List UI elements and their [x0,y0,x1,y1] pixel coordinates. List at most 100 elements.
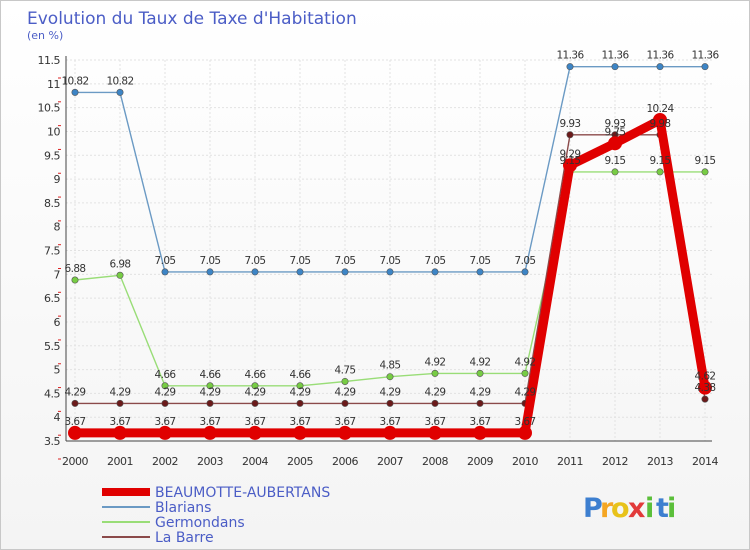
data-point [563,158,577,173]
data-label: 4.75 [335,364,356,376]
data-label: 11.36 [556,50,584,62]
y-tick-label: 8.5 [44,197,60,210]
x-tick-label: 2000 [62,455,88,468]
data-label: 4.29 [290,386,311,398]
data-label: 3.67 [425,416,446,428]
data-label: 9.15 [560,155,581,167]
legend-label: La Barre [155,530,214,546]
data-point [206,399,214,407]
y-tick-label: 9.5 [44,149,60,162]
x-tick-label: 2009 [467,455,493,468]
data-label: 7.05 [470,255,491,267]
data-point [68,425,82,440]
data-label: 3.67 [470,416,491,428]
data-point [386,399,394,407]
y-tick-label: 8 [54,221,61,234]
x-tick-label: 2007 [377,455,403,468]
data-label: 4.85 [380,360,401,372]
data-label: 7.05 [515,255,536,267]
data-label: 4.62 [695,371,716,383]
data-label: 4.29 [155,386,176,398]
data-point [566,131,574,139]
data-label: 7.05 [155,255,176,267]
data-label: 10.24 [646,103,674,115]
brand-letter: i [667,493,676,524]
data-point [521,268,529,276]
data-point [158,425,172,440]
data-label: 4.92 [425,356,446,368]
data-label: 10.82 [106,75,133,87]
data-point [341,268,349,276]
legend: BEAUMOTTE-AUBERTANSBlariansGermondansLa … [102,485,330,546]
data-label: 4.29 [110,386,131,398]
data-point [518,425,532,440]
data-point [71,88,79,96]
data-point [521,369,529,377]
brand-letter: i [645,493,654,524]
axes: 3.5 4 4.5 5 5.5 6 6.5 7 7.5 8 8.5 9 9.5 10 10.5 11 11.5 2… [38,54,719,468]
data-label: 3.67 [290,416,311,428]
data-label: 9.15 [650,155,671,167]
data-point [341,377,349,385]
data-label: 3.67 [380,416,401,428]
x-tick-label: 2013 [647,455,673,468]
data-point [248,425,262,440]
data-point [476,399,484,407]
data-point [428,425,442,440]
data-label: 6.98 [110,258,131,270]
data-label: 9.98 [650,118,671,130]
data-point [473,425,487,440]
legend-label: BEAUMOTTE-AUBERTANS [155,485,330,501]
y-tick-label: 10 [47,125,60,138]
x-tick-label: 2008 [422,455,448,468]
data-label: 3.67 [110,416,131,428]
data-label: 4.66 [155,369,177,381]
data-label: 11.36 [601,50,629,62]
data-label: 4.92 [515,356,536,368]
data-label: 9.75 [605,126,626,138]
y-tick-label: 4.5 [44,387,60,400]
data-label: 4.29 [515,386,536,398]
data-label: 7.05 [425,255,446,267]
x-tick-label: 2006 [332,455,358,468]
data-point [701,168,709,176]
data-label: 4.29 [245,386,266,398]
data-point [251,399,259,407]
data-point [71,399,79,407]
x-tick-label: 2004 [242,455,268,468]
data-label: 3.67 [200,416,221,428]
data-point [431,399,439,407]
data-point [431,268,439,276]
data-point [116,399,124,407]
data-point [653,113,667,128]
data-label: 4.66 [290,369,312,381]
brand-letter: r [600,493,614,524]
data-point [206,382,214,390]
data-point [656,63,664,71]
y-tick-label: 5.5 [44,340,60,353]
x-tick-label: 2002 [152,455,178,468]
x-tick-label: 2010 [512,455,538,468]
legend-label: Blarians [155,500,211,516]
data-point [383,425,397,440]
data-point [203,425,217,440]
data-label: 6.88 [65,263,86,275]
x-tick-label: 2005 [287,455,313,468]
data-label: 7.05 [200,255,221,267]
data-point [386,268,394,276]
data-label: 9.93 [605,118,626,130]
data-label: 3.67 [245,416,266,428]
data-point [293,425,307,440]
data-label: 4.92 [470,356,491,368]
data-point [338,425,352,440]
data-label: 4.29 [470,386,491,398]
y-tick-label: 7.5 [44,245,60,258]
data-label: 4.29 [335,386,356,398]
y-tick-label: 3.5 [44,435,60,448]
data-point [296,268,304,276]
y-tick-label: 6 [54,316,61,329]
data-label: 9.15 [605,155,626,167]
legend-label: Germondans [155,515,245,531]
